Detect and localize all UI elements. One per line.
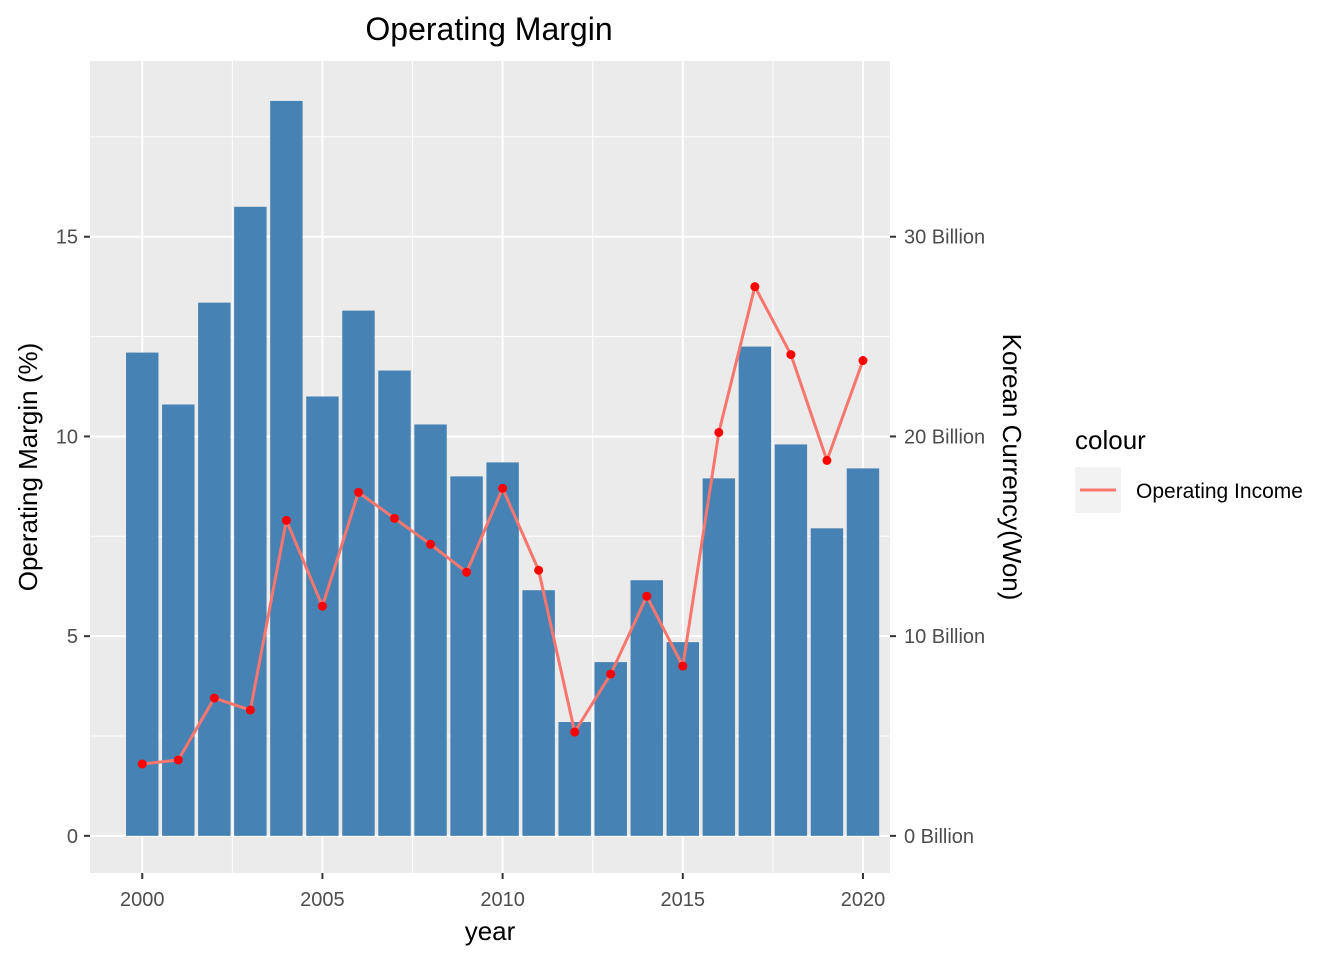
bar-2016: [702, 478, 736, 836]
operating-income-point-2016: [714, 427, 724, 437]
bars-layer: [126, 100, 880, 836]
y2-tick-label: 30 Billion: [904, 227, 985, 249]
operating-income-point-2007: [390, 513, 400, 523]
bar-2013: [594, 662, 627, 836]
y2-axis-label: Korean Currency(Won): [997, 334, 1027, 601]
operating-income-point-2012: [570, 727, 580, 737]
operating-income-point-2017: [750, 282, 760, 292]
y2-tick-label: 20 Billion: [904, 426, 985, 448]
operating-income-point-2004: [281, 515, 291, 525]
bar-2018: [774, 444, 808, 836]
bar-2012: [558, 722, 591, 836]
x-axis-label: year: [465, 916, 516, 946]
operating-income-point-2003: [245, 705, 255, 715]
operating-income-point-2010: [498, 483, 508, 493]
operating-income-point-2014: [642, 591, 652, 601]
bar-2020: [846, 468, 880, 836]
bar-2008: [414, 424, 447, 836]
operating-income-point-2008: [426, 539, 436, 549]
legend-label-operating-income: Operating Income: [1136, 480, 1303, 503]
axes-layer: 0 5 10 15 0 Billion 10 Billion 20 Billion 30 Bi…: [56, 227, 985, 911]
operating-income-point-2005: [317, 601, 327, 611]
operating-income-point-2013: [606, 669, 616, 679]
bar-2011: [522, 590, 555, 836]
operating-income-point-2002: [209, 693, 219, 703]
bar-2002: [198, 302, 231, 836]
x-tick-label: 2005: [300, 889, 345, 911]
bar-2019: [810, 528, 844, 836]
legend: colour Operating Income: [1075, 425, 1303, 513]
bar-2000: [126, 352, 159, 836]
operating-income-point-2019: [822, 455, 832, 465]
y2-tick-label: 10 Billion: [904, 626, 985, 648]
x-tick-label: 2015: [661, 889, 706, 911]
operating-income-point-2011: [534, 565, 544, 575]
bar-2009: [450, 476, 483, 836]
bar-2017: [738, 346, 772, 836]
y-tick-label: 0: [67, 826, 78, 848]
operating-income-point-2000: [137, 759, 147, 769]
bar-2010: [486, 462, 519, 836]
x-tick-label: 2020: [841, 889, 886, 911]
operating-income-point-2020: [858, 356, 868, 366]
y-axis-label: Operating Margin (%): [13, 343, 43, 592]
bar-2003: [234, 206, 267, 836]
y-tick-label: 5: [67, 626, 78, 648]
line-layer: [137, 282, 868, 769]
chart-title: Operating Margin: [365, 11, 612, 47]
y2-tick-label: 0 Billion: [904, 826, 974, 848]
operating-income-point-2018: [786, 350, 796, 360]
operating-income-point-2001: [173, 755, 183, 765]
bar-2004: [270, 100, 303, 836]
bar-2015: [666, 642, 700, 836]
operating-income-point-2006: [353, 487, 363, 497]
x-tick-label: 2000: [120, 889, 165, 911]
y-tick-label: 10: [56, 426, 78, 448]
x-tick-label: 2010: [480, 889, 525, 911]
bar-2007: [378, 370, 411, 836]
operating-income-point-2015: [678, 661, 688, 671]
bar-2006: [342, 310, 375, 836]
bar-2001: [162, 404, 195, 836]
legend-title: colour: [1075, 425, 1146, 455]
operating-income-point-2009: [462, 567, 472, 577]
y-tick-label: 15: [56, 227, 78, 249]
bar-2005: [306, 396, 339, 836]
